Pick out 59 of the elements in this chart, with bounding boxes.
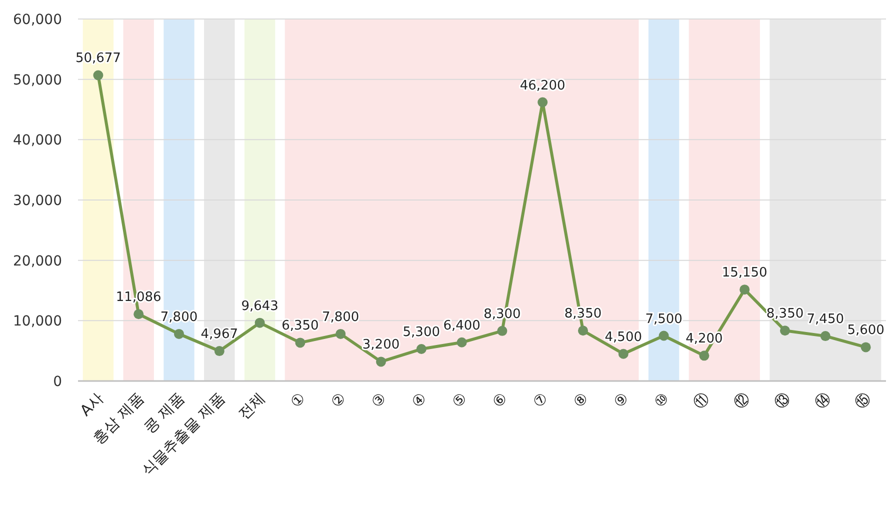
x-tick-label: ⑮: [851, 389, 875, 412]
point: [740, 284, 750, 295]
data-label: 6,350: [282, 318, 319, 334]
point: [699, 350, 710, 361]
x-tick-label: ⑪: [690, 389, 714, 412]
data-label: 5,300: [402, 325, 440, 340]
point: [93, 70, 104, 80]
y-tick-label: 30,000: [13, 193, 62, 209]
point: [658, 330, 669, 341]
x-tick-label: ⑬: [770, 389, 794, 412]
data-label: 15,150: [722, 266, 768, 281]
point: [174, 328, 184, 339]
point: [618, 348, 628, 359]
data-label: 4,967: [200, 327, 238, 342]
y-tick-label: 50,000: [13, 72, 62, 88]
point: [820, 331, 830, 342]
x-tick-label: ⑦: [529, 389, 552, 412]
data-label: 7,500: [645, 312, 682, 327]
data-label: 6,400: [443, 318, 480, 334]
point: [214, 346, 224, 356]
x-tick-label: 전체: [234, 389, 269, 424]
y-tick-label: 20,000: [13, 253, 62, 270]
data-label: 9,643: [241, 298, 278, 314]
x-tick-label: ⑤: [448, 389, 471, 412]
x-tick-label: ⑨: [610, 389, 632, 412]
data-label: 46,200: [520, 78, 566, 94]
point: [134, 309, 144, 320]
point: [578, 326, 588, 336]
data-label: 4,500: [604, 330, 642, 345]
y-tick-label: 10,000: [13, 314, 62, 330]
data-label: 50,677: [75, 51, 121, 66]
x-tick-label: ⑥: [488, 389, 512, 412]
point: [295, 338, 306, 348]
x-tick-label: ⑭: [810, 389, 834, 412]
point: [456, 337, 467, 348]
x-tick-label: A사: [76, 389, 108, 420]
point: [497, 326, 508, 336]
y-tick-label: 60,000: [13, 12, 62, 28]
point: [376, 356, 386, 367]
point: [336, 328, 346, 339]
y-tick-label: 40,000: [13, 132, 62, 149]
point: [860, 342, 871, 352]
x-tick-label: ③: [368, 389, 390, 412]
x-tick-label: ①: [286, 389, 310, 412]
data-label: 7,450: [806, 312, 844, 328]
x-tick-label: ②: [327, 389, 350, 412]
data-label: 7,800: [322, 310, 360, 325]
data-label: 3,200: [362, 338, 400, 353]
point: [780, 326, 790, 336]
x-tick-label: ⑧: [570, 389, 592, 412]
data-label: 7,800: [160, 310, 198, 325]
x-tick-label: ⑩: [650, 389, 673, 412]
point: [254, 318, 265, 328]
point: [416, 344, 426, 354]
data-label: 5,600: [847, 323, 884, 338]
x-tick-label: ④: [408, 389, 430, 412]
x-tick-label: ⑫: [730, 389, 754, 412]
point: [538, 97, 548, 108]
y-tick-label: 0: [53, 374, 62, 390]
